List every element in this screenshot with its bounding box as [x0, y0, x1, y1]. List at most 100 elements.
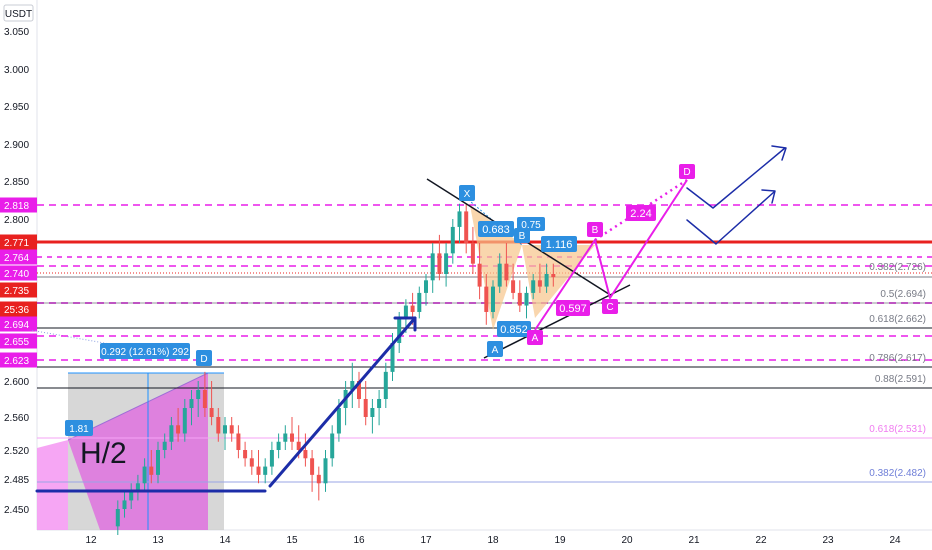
price-tag-label: 25:36 [4, 305, 29, 316]
price-axis[interactable]: USDT 3.050 3.000 2.950 2.900 2.850 2.800 2.600… [0, 0, 38, 530]
candle-body [216, 417, 221, 434]
candle-body [383, 371, 388, 399]
candle-body [209, 408, 214, 417]
h2-label: H/2 [80, 437, 127, 470]
price-tag-label: 2.740 [4, 269, 29, 280]
candle-body [524, 292, 529, 306]
candle-body [176, 425, 181, 434]
price-tick: 2.800 [4, 215, 29, 226]
candle-body [229, 425, 234, 434]
candle-body [551, 274, 556, 278]
price-tick: 2.560 [4, 413, 29, 424]
candlestick-series [115, 203, 556, 535]
time-axis[interactable]: 12 13 14 15 16 17 18 19 20 21 22 23 24 [37, 529, 932, 546]
candle-body [531, 280, 536, 293]
price-tag-label: 2.655 [4, 337, 29, 348]
price-tag [0, 352, 37, 368]
ratio-1-116: 1.116 [546, 239, 573, 251]
price-tag [0, 301, 37, 317]
candle-body [169, 425, 174, 442]
currency-label: USDT [5, 9, 32, 20]
price-tag [0, 265, 37, 281]
candle-body [249, 458, 254, 467]
price-tick: 2.950 [4, 102, 29, 113]
fib-level-label: 0.618(2.531) [869, 424, 926, 435]
price-tag-label: 2.694 [4, 320, 29, 331]
candle-body [517, 292, 522, 306]
ratio-2-24: 2.24 [630, 208, 651, 220]
time-tick: 17 [420, 535, 432, 546]
time-tick: 24 [889, 535, 901, 546]
price-tag-label: 2.623 [4, 356, 29, 367]
candle-body [303, 450, 308, 459]
candle-body [403, 305, 408, 319]
time-tick: 12 [85, 535, 97, 546]
price-tick: 2.600 [4, 377, 29, 388]
time-tick: 14 [219, 535, 231, 546]
price-tag [0, 333, 37, 349]
candle-body [129, 491, 134, 501]
price-tag [0, 197, 37, 213]
price-tick: 2.520 [4, 446, 29, 457]
candle-body [283, 433, 288, 442]
ratio-1-81: 1.81 [69, 424, 89, 435]
price-tag-label: 2.771 [4, 238, 29, 249]
fib-level-label: 0.618(2.662) [869, 314, 926, 325]
candle-body [243, 450, 248, 459]
candle-body [464, 211, 469, 244]
ratio-0-75: 0.75 [521, 220, 541, 231]
candle-body [450, 226, 455, 254]
price-tag [0, 282, 37, 298]
candle-body [397, 318, 402, 343]
candle-body [310, 458, 315, 475]
candle-body [223, 425, 227, 434]
candle-body [504, 263, 509, 281]
currency-badge [3, 4, 34, 22]
candle-body [444, 253, 449, 274]
candle-body [156, 450, 160, 475]
navy-arrows [35, 145, 787, 493]
price-tick: 2.900 [4, 140, 29, 151]
price-tick: 3.000 [4, 65, 29, 76]
candle-body [370, 408, 375, 417]
price-tag-label: 2.764 [4, 253, 29, 264]
ratio-0-683: 0.683 [482, 224, 510, 236]
candle-body [149, 466, 154, 475]
candle-body [290, 433, 294, 442]
candle-body [276, 441, 281, 450]
time-tick: 15 [286, 535, 298, 546]
time-tick: 21 [688, 535, 700, 546]
candle-body [182, 408, 187, 434]
candle-body [470, 243, 475, 264]
price-tag [0, 316, 37, 332]
candle-body [497, 263, 502, 287]
candle-body [363, 399, 368, 417]
time-tick: 19 [554, 535, 566, 546]
point-b-blue: B [519, 231, 526, 242]
candle-body [135, 483, 140, 492]
point-a-blue: A [492, 345, 499, 356]
candle-body [410, 305, 415, 312]
candle-body [437, 253, 442, 274]
time-tick: 23 [822, 535, 834, 546]
fib-level-label: 0.382(2.482) [869, 468, 926, 479]
time-tick: 20 [621, 535, 633, 546]
point-c-magenta: C [606, 302, 613, 313]
fib-level-label: 0.786(2.617) [869, 353, 926, 364]
price-tag [0, 249, 37, 265]
candle-body [122, 500, 127, 509]
candle-body [196, 390, 201, 399]
candle-body [256, 466, 261, 475]
candle-body [202, 390, 207, 408]
candle-body [296, 441, 301, 450]
candle-body [477, 263, 482, 287]
measure-label: 0.292 (12.61%) 292 [101, 347, 189, 358]
candle-body [236, 433, 241, 450]
ratio-0-597: 0.597 [559, 303, 587, 315]
pattern-labels: H/2 0.292 (12.61%) 292 1.81 D X 0.683 0.… [65, 164, 695, 470]
candle-body [142, 466, 147, 484]
point-x: X [464, 189, 471, 200]
time-tick: 18 [487, 535, 499, 546]
candle-body [323, 458, 328, 484]
